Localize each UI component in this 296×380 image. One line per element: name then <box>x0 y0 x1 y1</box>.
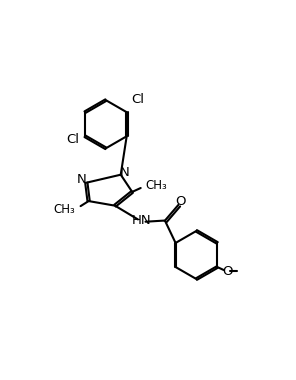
Text: O: O <box>175 195 186 208</box>
Text: HN: HN <box>131 214 151 227</box>
Text: CH₃: CH₃ <box>54 203 75 216</box>
Text: Cl: Cl <box>131 93 144 106</box>
Text: N: N <box>76 174 86 187</box>
Text: O: O <box>223 264 233 278</box>
Text: N: N <box>120 166 130 179</box>
Text: CH₃: CH₃ <box>145 179 167 192</box>
Text: Cl: Cl <box>66 133 79 146</box>
